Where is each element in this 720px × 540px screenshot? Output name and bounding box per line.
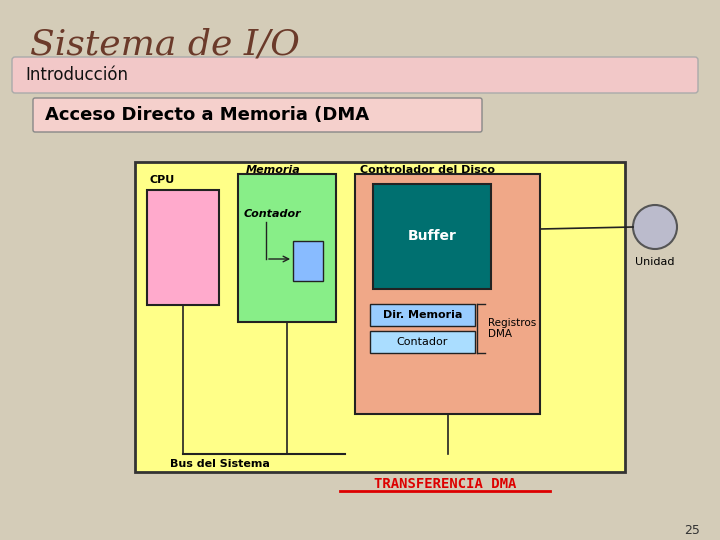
FancyBboxPatch shape	[355, 174, 540, 414]
Text: Buffer: Buffer	[408, 230, 456, 244]
Text: 25: 25	[684, 523, 700, 537]
FancyBboxPatch shape	[238, 174, 336, 322]
Text: Sistema de I/O: Sistema de I/O	[30, 28, 300, 62]
Text: Controlador del Disco: Controlador del Disco	[360, 165, 495, 175]
FancyBboxPatch shape	[293, 241, 323, 281]
FancyBboxPatch shape	[370, 331, 475, 353]
Text: CPU: CPU	[150, 175, 175, 185]
Circle shape	[633, 205, 677, 249]
Text: Memoria: Memoria	[246, 165, 301, 175]
FancyBboxPatch shape	[12, 57, 698, 93]
FancyBboxPatch shape	[135, 162, 625, 472]
Text: Contador: Contador	[397, 337, 448, 347]
Text: TRANSFERENCIA DMA: TRANSFERENCIA DMA	[374, 477, 516, 491]
Text: Contador: Contador	[244, 209, 302, 219]
FancyBboxPatch shape	[33, 98, 482, 132]
Text: Bus del Sistema: Bus del Sistema	[170, 459, 270, 469]
Text: Unidad: Unidad	[635, 257, 675, 267]
FancyBboxPatch shape	[370, 304, 475, 326]
FancyBboxPatch shape	[373, 184, 491, 289]
Text: Registros
DMA: Registros DMA	[488, 318, 536, 339]
Text: Acceso Directo a Memoria (DMA: Acceso Directo a Memoria (DMA	[45, 106, 369, 124]
Text: Dir. Memoria: Dir. Memoria	[383, 310, 462, 320]
Text: Introducción: Introducción	[25, 66, 128, 84]
FancyBboxPatch shape	[147, 190, 219, 305]
